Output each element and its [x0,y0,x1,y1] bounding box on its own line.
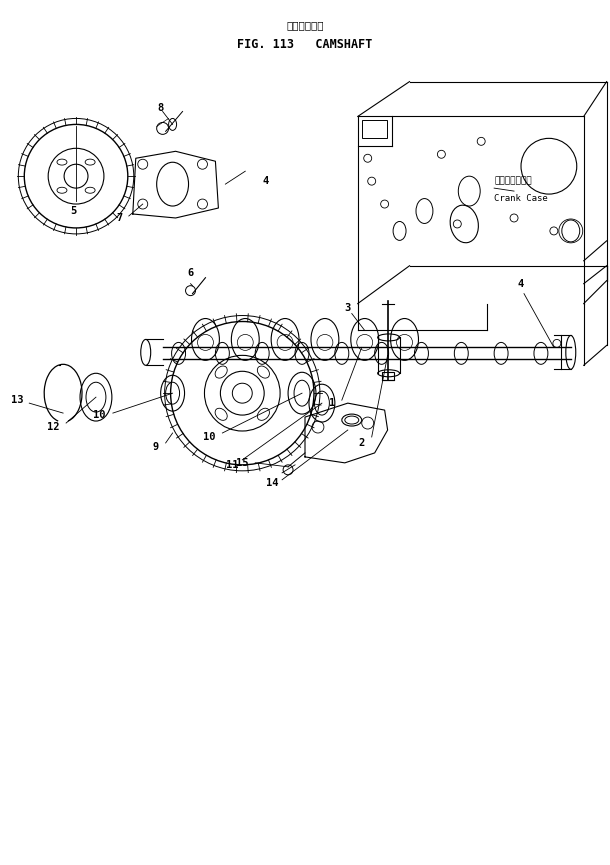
Text: FIG. 113   CAMSHAFT: FIG. 113 CAMSHAFT [237,38,373,51]
Text: 8: 8 [157,104,164,113]
Text: Crank Case: Crank Case [494,194,548,202]
Text: 4: 4 [262,176,268,186]
Text: 13: 13 [11,395,23,405]
Text: クランクケース: クランクケース [494,176,532,186]
Text: 11: 11 [226,460,239,470]
Text: 9: 9 [152,442,159,452]
Text: 5: 5 [70,206,76,216]
FancyBboxPatch shape [382,372,393,381]
Text: 3: 3 [345,303,351,312]
Text: 15: 15 [235,458,248,468]
Text: 7: 7 [117,213,123,223]
Text: 6: 6 [187,267,193,278]
Text: 1: 1 [329,398,335,408]
Text: 10: 10 [203,432,215,442]
Text: 14: 14 [265,477,278,488]
FancyBboxPatch shape [362,120,387,138]
Text: 2: 2 [359,438,365,448]
Text: 12: 12 [46,422,59,432]
Text: 4: 4 [518,279,524,289]
Text: カムシャフト: カムシャフト [286,20,324,30]
Text: 10: 10 [93,410,106,420]
